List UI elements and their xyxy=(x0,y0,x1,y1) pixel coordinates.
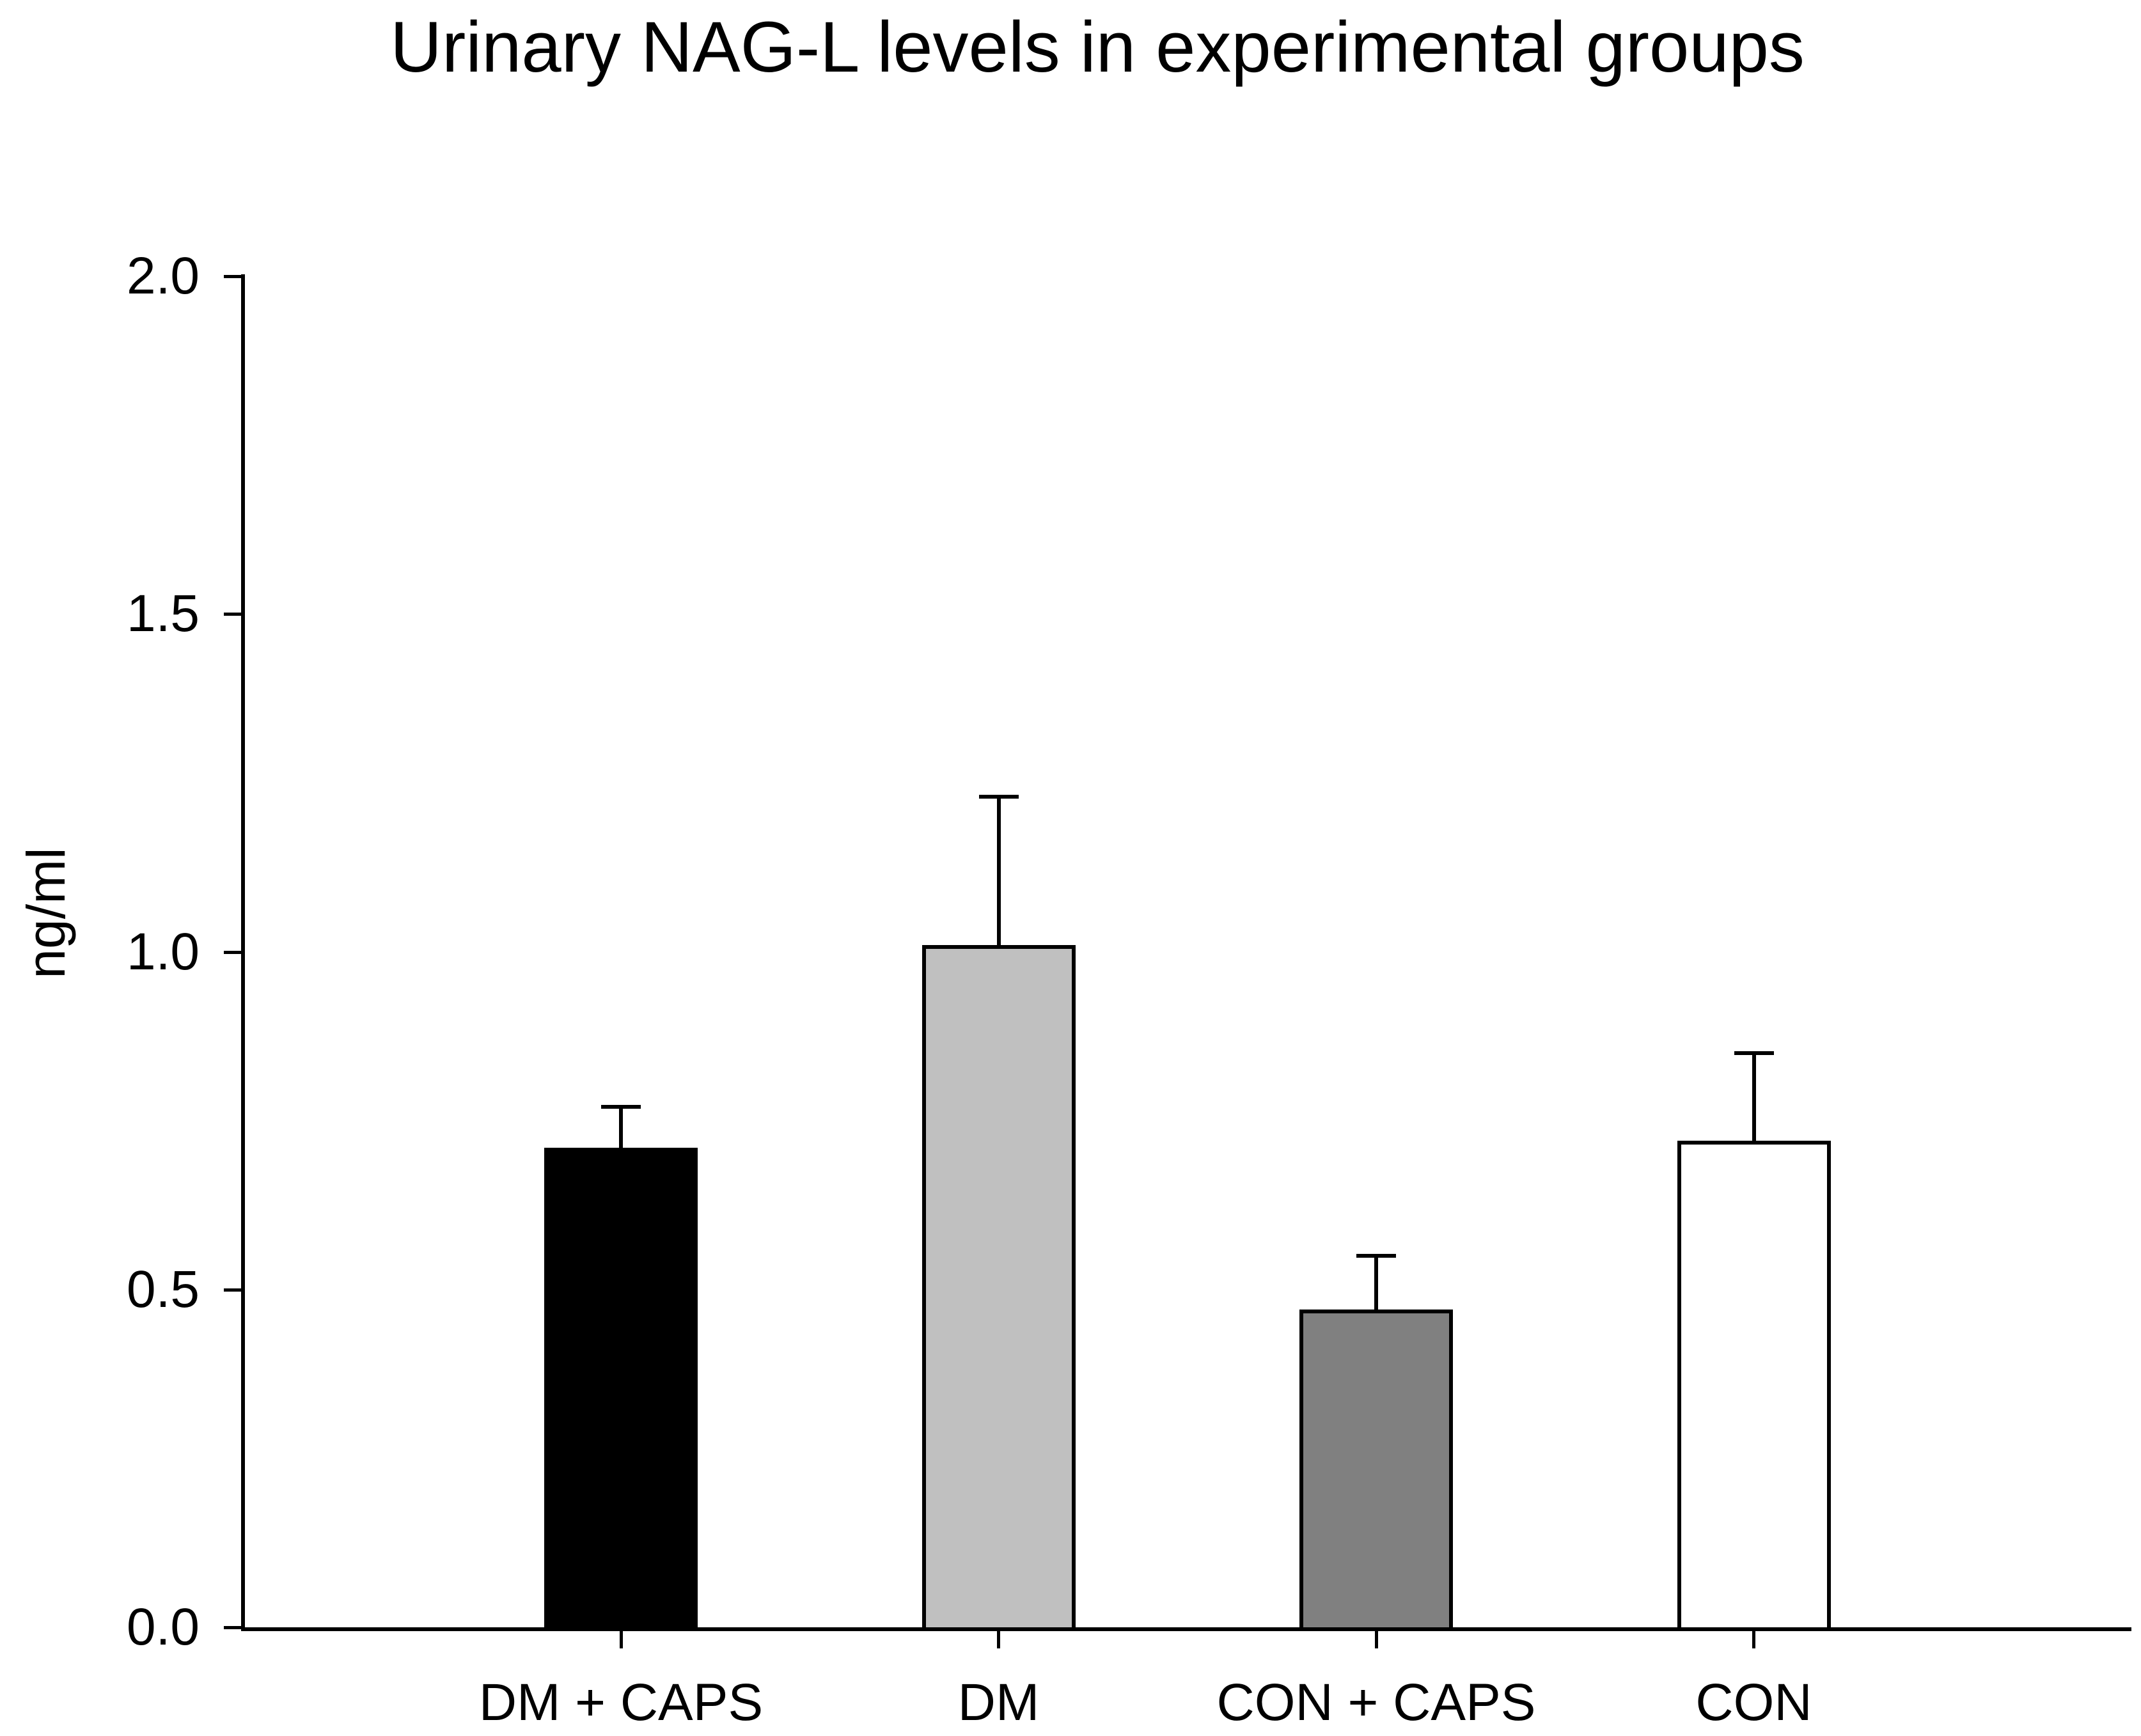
x-category-label: DM + CAPS xyxy=(478,1673,764,1732)
y-tick-mark xyxy=(224,1288,241,1292)
x-category-label: DM xyxy=(957,1673,1040,1732)
y-tick-mark xyxy=(224,950,241,954)
error-bar-whisker xyxy=(619,1107,623,1152)
y-tick-mark xyxy=(224,1626,241,1629)
error-bar-cap xyxy=(601,1105,641,1109)
error-bar-whisker xyxy=(1374,1255,1378,1314)
bar-dm-plus-caps xyxy=(544,1147,698,1631)
error-bar-whisker xyxy=(996,796,1001,949)
y-tick-label: 1.5 xyxy=(127,584,200,643)
bar-con xyxy=(1677,1141,1831,1631)
x-tick-mark xyxy=(1752,1631,1755,1648)
error-bar-whisker xyxy=(1752,1052,1756,1145)
bar-con-plus-caps xyxy=(1299,1310,1453,1631)
error-bar-cap xyxy=(978,794,1019,799)
y-axis-line xyxy=(241,274,245,1631)
x-tick-mark xyxy=(997,1631,1000,1648)
x-axis-line xyxy=(241,1627,2131,1631)
bar-dm xyxy=(921,944,1076,1631)
y-tick-label: 0.0 xyxy=(127,1598,200,1656)
y-tick-mark xyxy=(224,275,241,278)
x-tick-mark xyxy=(1374,1631,1378,1648)
x-tick-mark xyxy=(619,1631,623,1648)
x-category-label: CON xyxy=(1695,1673,1812,1732)
y-tick-mark xyxy=(224,613,241,616)
y-tick-label: 0.5 xyxy=(127,1260,200,1318)
y-tick-label: 2.0 xyxy=(127,247,200,305)
chart-title: Urinary NAG-L levels in experimental gro… xyxy=(390,7,1805,87)
y-tick-label: 1.0 xyxy=(127,922,200,981)
error-bar-cap xyxy=(1356,1253,1396,1258)
x-category-label: CON + CAPS xyxy=(1216,1673,1536,1732)
error-bar-cap xyxy=(1734,1051,1774,1055)
